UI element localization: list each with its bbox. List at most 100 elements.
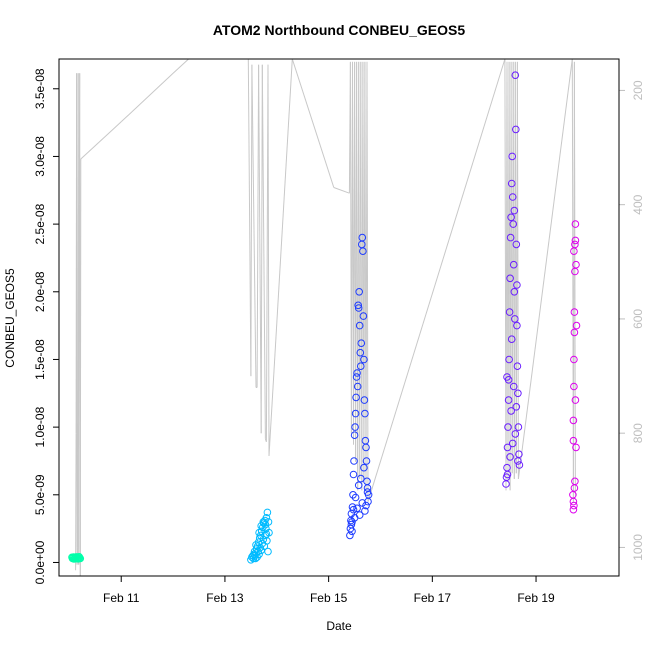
- x-axis-label: Date: [326, 619, 352, 633]
- right-tick-label: 800: [631, 423, 645, 443]
- data-point-day-15: [355, 321, 364, 330]
- data-point-day-19: [570, 328, 579, 337]
- pressure-trace-segment: [267, 64, 270, 457]
- data-point-day-18: [515, 461, 524, 469]
- data-point-day-15: [350, 431, 359, 440]
- pressure-trace-segment: [172, 58, 189, 74]
- pressure-trace-segment: [80, 121, 122, 160]
- data-point-day-15: [360, 463, 368, 472]
- data-point-day-15: [352, 393, 360, 402]
- data-point-day-18: [514, 389, 522, 398]
- data-point-day-15: [352, 373, 361, 381]
- x-tick-label: Feb 11: [103, 591, 140, 605]
- data-point-day-18: [506, 453, 514, 461]
- data-point-day-19: [569, 497, 578, 506]
- data-point-day-19: [572, 321, 581, 330]
- data-point-day-15: [361, 507, 369, 515]
- pressure-trace-segment: [258, 64, 262, 434]
- y-tick-label: 5.0e-09: [33, 474, 47, 515]
- pressure-trace-segment: [261, 64, 266, 439]
- data-point-day-18: [514, 457, 522, 465]
- data-point-day-15: [347, 520, 356, 529]
- data-point-day-18: [511, 71, 520, 79]
- data-point-day-15: [350, 457, 358, 465]
- data-point-day-15: [355, 511, 364, 519]
- right-tick-label: 1000: [631, 534, 645, 561]
- data-point-day-19: [571, 220, 580, 228]
- pressure-trace-segment: [250, 64, 253, 377]
- y-tick-label: 1.5e-08: [33, 339, 47, 380]
- data-point-day-15: [360, 355, 368, 364]
- pressure-trace-segment: [78, 204, 80, 565]
- data-point-day-19: [571, 236, 580, 245]
- data-point-day-19: [570, 501, 578, 510]
- data-point-day-15: [357, 362, 365, 371]
- data-point-day-18: [508, 439, 517, 448]
- data-point-day-15: [355, 288, 364, 296]
- data-point-day-13: [263, 508, 272, 517]
- right-tick-label: 400: [631, 194, 645, 214]
- data-point-day-18: [503, 470, 512, 479]
- data-point-day-18: [512, 240, 521, 249]
- data-point-day-15: [351, 493, 360, 502]
- data-point-day-15: [353, 504, 361, 513]
- data-point-day-13: [262, 530, 271, 538]
- data-point-day-15: [361, 409, 369, 418]
- data-point-day-18: [510, 288, 519, 296]
- y-tick-label: 3.0e-08: [33, 136, 47, 177]
- chart-title: ATOM2 Northbound CONBEU_GEOS5: [213, 22, 465, 38]
- data-point-day-19: [570, 308, 579, 316]
- data-point-day-18: [507, 335, 516, 344]
- data-point-day-15: [356, 348, 365, 357]
- data-point-day-13: [261, 520, 270, 529]
- data-point-day-15: [362, 443, 370, 452]
- data-point-day-18: [508, 193, 517, 201]
- pressure-trace-segment: [120, 72, 174, 123]
- pressure-trace-segment: [260, 64, 263, 434]
- data-point-day-15: [348, 518, 356, 526]
- plot-frame: [58, 58, 620, 577]
- points-layer: [68, 71, 581, 564]
- pressure-trace-segment: [247, 58, 252, 377]
- pressure-trace-segment: [367, 58, 506, 502]
- data-point-day-13: [257, 522, 266, 530]
- data-point-day-18: [509, 382, 518, 391]
- data-point-day-15: [357, 339, 366, 348]
- data-point-day-18: [507, 407, 515, 415]
- data-point-day-18: [505, 355, 513, 364]
- data-point-day-18: [505, 308, 514, 316]
- data-point-day-15: [362, 501, 370, 510]
- data-point-day-18: [513, 362, 522, 371]
- data-point-day-15: [349, 505, 358, 514]
- data-point-day-18: [508, 152, 517, 161]
- x-tick-label: Feb 13: [206, 591, 244, 605]
- x-tick-label: Feb 19: [517, 591, 555, 605]
- data-point-day-13: [255, 528, 263, 537]
- data-point-day-19: [569, 416, 578, 425]
- data-point-day-18: [511, 430, 520, 438]
- data-point-day-19: [569, 505, 578, 514]
- right-tick-label: 200: [631, 80, 645, 100]
- data-point-day-15: [362, 457, 371, 465]
- pressure-trace-segment: [75, 433, 77, 571]
- data-point-day-18: [514, 423, 523, 431]
- data-point-day-18: [510, 206, 519, 215]
- data-point-day-19: [569, 436, 578, 445]
- data-point-day-18: [506, 274, 514, 283]
- data-point-day-13: [264, 547, 272, 556]
- pressure-trace-segment: [291, 58, 335, 188]
- y-tick-label: 1.0e-08: [33, 406, 47, 447]
- data-point-day-15: [351, 409, 360, 418]
- pressure-trace-segment: [251, 64, 257, 388]
- data-point-day-15: [360, 396, 369, 404]
- data-point-day-18: [507, 179, 516, 188]
- pressure-trace-segment: [516, 61, 519, 479]
- y-tick-label: 2.0e-08: [33, 271, 47, 312]
- data-point-day-18: [513, 321, 521, 330]
- data-point-day-18: [503, 463, 511, 472]
- data-point-day-19: [572, 443, 580, 452]
- data-point-day-15: [349, 491, 357, 499]
- data-point-day-18: [509, 260, 518, 269]
- x-tick-label: Feb 15: [310, 591, 348, 605]
